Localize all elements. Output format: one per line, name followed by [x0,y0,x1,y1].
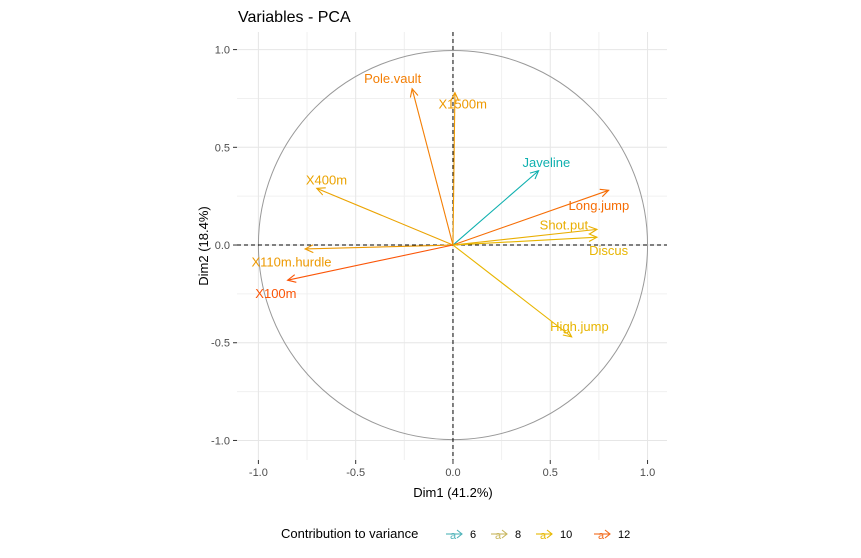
legend-key-glyph: a [598,530,605,542]
y-tick-label: -0.5 [211,338,230,350]
legend-label: 10 [560,529,572,541]
legend-entry: a 10 [536,529,572,542]
arrow-head [562,328,573,338]
arrow-high-jump [452,244,573,338]
arrow-head [588,233,599,243]
legend-key-arrow [546,529,553,539]
arrow-discus [452,233,599,246]
y-axis-title: Dim2 (18.4%) [196,206,211,285]
variable-arrows [286,87,610,338]
legend-key-arrow [604,529,611,539]
legend-key-arrow [456,529,463,539]
variable-label: X400m [306,173,347,188]
variable-label: X1500m [438,96,486,111]
arrow-shaft [452,92,456,246]
x-tick-label: 0.5 [543,467,558,479]
x-tick-label: -0.5 [346,467,365,479]
arrow-shaft [305,244,453,250]
x-axis-title: Dim1 (41.2%) [413,485,492,500]
arrow-head [450,91,460,101]
arrow-head [303,244,314,254]
arrow-shaft [452,228,598,246]
x-tick-label: -1.0 [249,467,268,479]
arrow-pole-vault [409,87,454,246]
arrow-shaft [452,170,539,246]
variable-label: Long.jump [569,198,630,213]
legend-entry: a 12 [594,529,630,542]
arrow-x100m [286,244,454,283]
y-tick-label: 0.5 [215,142,230,154]
variable-label: Javeline [523,155,571,170]
arrow-shot-put [452,225,599,246]
legend: Contribution to variance a 6 a 8 a 10 a 12 [281,526,630,542]
plot-panel [237,32,667,460]
legend-entries: a 6 a 8 a 10 a 12 [446,529,630,542]
arrow-shaft [287,244,454,281]
variable-label: X100m [255,286,296,301]
arrow-head [286,274,297,283]
arrow-shaft [452,236,597,246]
variable-label: Discus [589,243,629,258]
arrow-x110m-hurdle [303,244,453,254]
legend-key-glyph: a [450,530,457,542]
variable-label: Pole.vault [364,71,421,86]
arrow-head [599,188,610,198]
arrow-shaft [316,187,454,246]
arrow-long-jump [452,188,610,246]
arrow-head [588,225,599,235]
x-tick-label: 1.0 [640,467,655,479]
x-axis-ticks: -1.0 -0.5 0.0 0.5 1.0 [249,460,655,479]
arrow-shaft [411,88,454,246]
variable-label: High.jump [550,319,609,334]
y-tick-label: 0.0 [215,240,230,252]
legend-label: 8 [515,529,521,541]
arrow-head [529,169,540,180]
legend-key-glyph: a [495,530,502,542]
arrow-head [409,87,419,98]
arrow-javeline [452,169,540,246]
legend-label: 12 [618,529,630,541]
arrow-x1500m [450,91,460,246]
legend-key-arrow [501,529,508,539]
y-tick-label: 1.0 [215,45,230,57]
variable-label: Shot.put [540,217,589,232]
arrow-shaft [452,244,572,338]
chart-title: Variables - PCA [238,9,351,26]
y-axis-ticks: -1.0 -0.5 0.0 0.5 1.0 [211,45,237,447]
arrow-head [315,187,326,196]
legend-label: 6 [470,529,476,541]
variable-labels: Pole.vault X1500m Javeline X400m Long.jump Sh… [251,71,629,334]
arrow-x400m [315,187,454,246]
variable-label: X110m.hurdle [251,255,331,270]
legend-key-glyph: a [540,530,547,542]
legend-title: Contribution to variance [281,526,418,541]
arrow-shaft [452,189,609,246]
y-tick-label: -1.0 [211,435,230,447]
x-tick-label: 0.0 [445,467,460,479]
